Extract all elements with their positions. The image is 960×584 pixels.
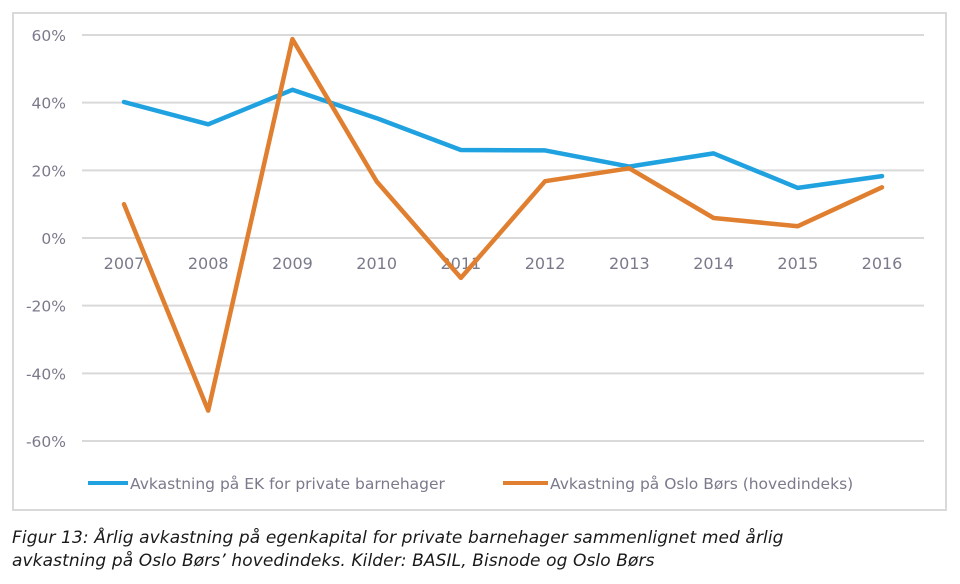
caption-line-2: avkastning på Oslo Børs’ hovedindeks. Ki… bbox=[12, 551, 655, 571]
legend-label-ek: Avkastning på EK for private barnehager bbox=[130, 475, 446, 493]
x-tick-label: 2008 bbox=[188, 254, 229, 273]
series-line-ek bbox=[121, 87, 885, 191]
x-tick-label: 2013 bbox=[609, 254, 650, 273]
y-tick-label: -20% bbox=[26, 298, 66, 316]
y-tick-label: 60% bbox=[32, 27, 66, 45]
series-lines bbox=[121, 36, 885, 413]
legend-label-oslo-bors: Avkastning på Oslo Børs (hovedindeks) bbox=[550, 475, 853, 493]
y-tick-label: -40% bbox=[26, 365, 66, 383]
chart-frame bbox=[12, 12, 947, 511]
legend: Avkastning på EK for private barnehager … bbox=[88, 475, 853, 493]
y-tick-label: 40% bbox=[32, 95, 66, 113]
x-tick-label: 2016 bbox=[862, 254, 903, 273]
x-tick-label: 2012 bbox=[525, 254, 566, 273]
x-tick-label: 2014 bbox=[693, 254, 734, 273]
line-chart: 60% 40% 20% 0% -20% -40% -60% 2007 2008 2009 2010… bbox=[26, 27, 924, 493]
gridlines bbox=[82, 34, 924, 442]
x-tick-label: 2009 bbox=[272, 254, 313, 273]
x-tick-label: 2010 bbox=[356, 254, 397, 273]
y-tick-label: 20% bbox=[32, 162, 66, 180]
x-tick-label: 2007 bbox=[104, 254, 145, 273]
x-tick-label: 2015 bbox=[777, 254, 818, 273]
figure-caption: Figur 13: Årlig avkastning på egenkapita… bbox=[12, 527, 952, 573]
y-axis-ticks: 60% 40% 20% 0% -20% -40% -60% bbox=[26, 27, 66, 451]
x-axis-ticks: 2007 2008 2009 2010 2011 2012 2013 2014 2015 2016 bbox=[104, 254, 903, 273]
y-tick-label: -60% bbox=[26, 433, 66, 451]
series-line-oslo-bors bbox=[121, 36, 885, 413]
y-tick-label: 0% bbox=[41, 230, 66, 248]
caption-line-1: Figur 13: Årlig avkastning på egenkapita… bbox=[12, 528, 784, 548]
